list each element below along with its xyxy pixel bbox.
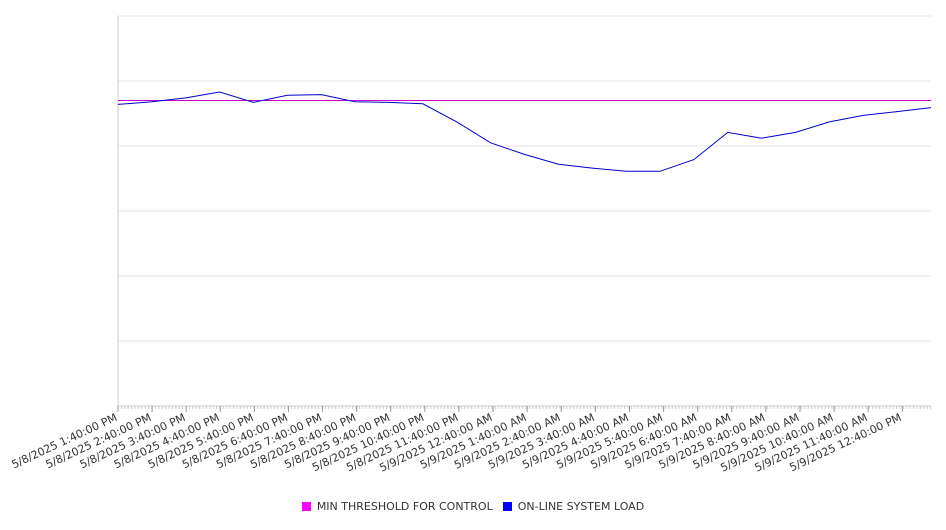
legend-item-system-load[interactable]: ON-LINE SYSTEM LOAD xyxy=(502,499,645,513)
series-lines xyxy=(117,91,932,172)
legend-swatch-system-load xyxy=(502,501,512,511)
legend-label-system-load: ON-LINE SYSTEM LOAD xyxy=(517,499,645,513)
chart-legend: MIN THRESHOLD FOR CONTROL ON-LINE SYSTEM… xyxy=(0,498,946,514)
gridlines xyxy=(118,15,931,342)
legend-item-threshold[interactable]: MIN THRESHOLD FOR CONTROL xyxy=(301,499,493,513)
legend-label-threshold: MIN THRESHOLD FOR CONTROL xyxy=(316,499,493,513)
legend-swatch-threshold xyxy=(301,501,311,511)
x-tick-labels: 5/8/2025 1:40:00 PM5/8/2025 2:40:00 PM5/… xyxy=(10,411,904,475)
series-line-system-load xyxy=(117,91,932,172)
axes xyxy=(117,16,932,412)
